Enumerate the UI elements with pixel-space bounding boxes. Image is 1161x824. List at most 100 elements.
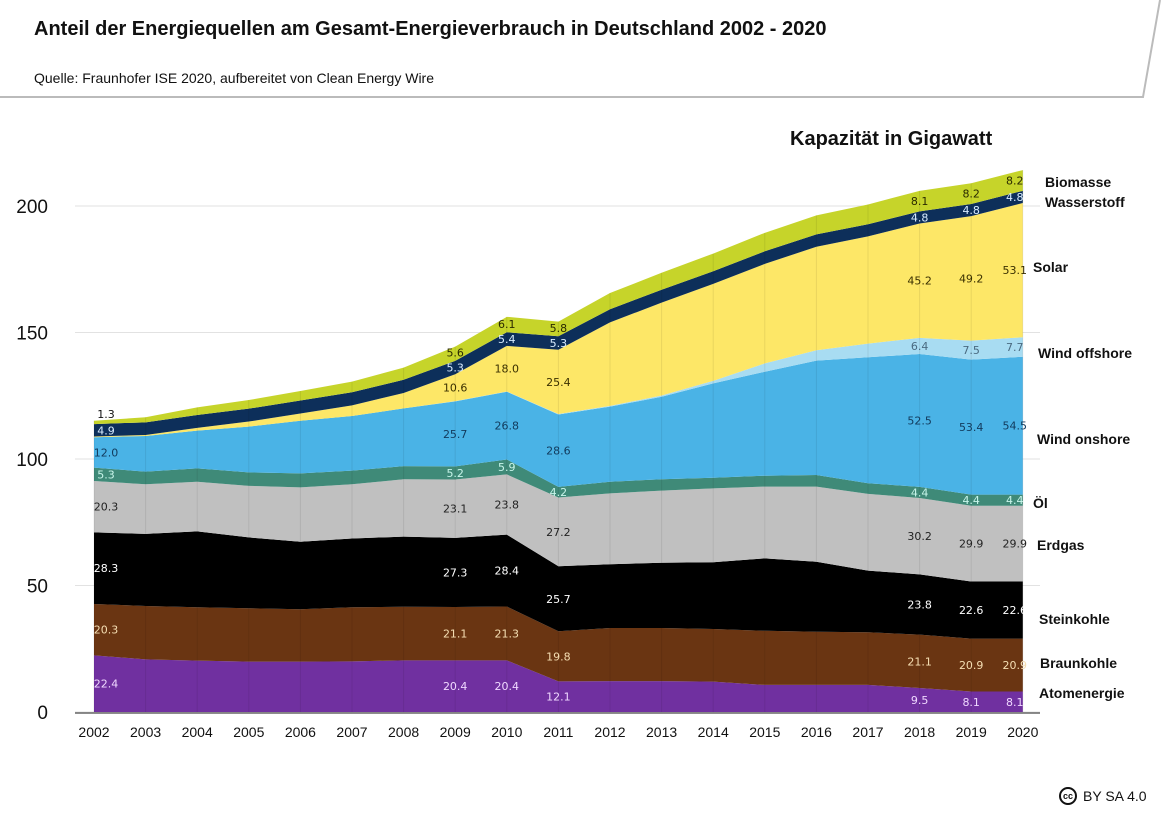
- data-label: 4.4: [1006, 494, 1024, 507]
- x-tick-label: 2014: [698, 724, 729, 740]
- y-tick-label: 150: [16, 324, 48, 345]
- x-tick-label: 2007: [336, 724, 367, 740]
- x-tick-label: 2013: [646, 724, 677, 740]
- data-label: 5.8: [550, 322, 568, 335]
- data-label: 28.4: [495, 565, 520, 578]
- data-label: 28.6: [546, 445, 571, 458]
- data-label: 8.1: [1006, 696, 1024, 709]
- area-solar: [94, 202, 1023, 438]
- area-wind-offshore: [94, 337, 1023, 438]
- series-label: Öl: [1033, 495, 1048, 511]
- data-label: 4.9: [97, 424, 115, 437]
- area-wind-onshore: [94, 354, 1023, 495]
- data-label: 5.2: [446, 467, 464, 480]
- y-tick-label: 50: [27, 577, 48, 598]
- data-label: 53.1: [1003, 264, 1028, 277]
- area-wasserstoff: [94, 190, 1023, 437]
- data-label: 20.4: [443, 680, 468, 693]
- data-label: 5.3: [550, 337, 568, 350]
- data-label: 7.7: [1006, 341, 1024, 354]
- data-label: 4.8: [962, 204, 980, 217]
- x-tick-label: 2011: [543, 724, 573, 740]
- series-label: Wind onshore: [1037, 431, 1131, 447]
- data-label: 22.6: [1003, 604, 1028, 617]
- data-label: 20.3: [94, 501, 119, 514]
- data-label: 8.2: [962, 188, 980, 201]
- data-label: 4.4: [911, 486, 929, 499]
- source-note: Quelle: Fraunhofer ISE 2020, aufbereitet…: [34, 70, 434, 86]
- data-label: 25.4: [546, 376, 571, 389]
- license-text: BY SA 4.0: [1083, 788, 1147, 804]
- data-label: 23.8: [907, 598, 932, 611]
- data-label: 6.4: [911, 340, 929, 353]
- x-tick-label: 2008: [388, 724, 419, 740]
- x-tick-label: 2019: [956, 724, 987, 740]
- x-tick-label: 2006: [285, 724, 316, 740]
- x-tick-label: 2004: [182, 724, 213, 740]
- data-label: 5.3: [97, 468, 115, 481]
- x-tick-label: 2010: [491, 724, 522, 740]
- data-label: 4.2: [550, 486, 568, 499]
- data-label: 29.9: [1003, 538, 1028, 551]
- data-label: 20.3: [94, 624, 119, 637]
- x-tick-label: 2020: [1007, 724, 1038, 740]
- area-braunkohle: [94, 603, 1023, 692]
- data-label: 8.1: [911, 195, 929, 208]
- series-label: Braunkohle: [1040, 655, 1118, 671]
- data-label: 21.1: [443, 628, 468, 641]
- data-label: 5.3: [446, 362, 464, 375]
- data-label: 54.5: [1003, 420, 1028, 433]
- data-label: 4.8: [911, 211, 929, 224]
- y-tick-label: 0: [37, 703, 48, 724]
- data-label: 52.5: [907, 414, 932, 427]
- data-label: 4.4: [962, 494, 980, 507]
- chart-title: Kapazität in Gigawatt: [790, 128, 993, 150]
- data-label: 8.1: [962, 696, 980, 709]
- data-label: 49.2: [959, 272, 984, 285]
- x-tick-label: 2017: [852, 724, 883, 740]
- area-atomenergie: [94, 655, 1023, 712]
- series-label: Wind offshore: [1038, 345, 1132, 361]
- data-label: 25.7: [443, 428, 468, 441]
- data-label: 4.8: [1006, 191, 1024, 204]
- x-tick-label: 2016: [801, 724, 832, 740]
- data-label: 20.9: [959, 659, 984, 672]
- data-label: 18.0: [495, 363, 520, 376]
- data-label: 20.4: [495, 680, 520, 693]
- data-label: 23.8: [495, 499, 520, 512]
- cc-icon: cc: [1059, 787, 1077, 805]
- y-tick-label: 200: [16, 197, 48, 218]
- data-label: 5.9: [498, 461, 516, 474]
- data-label: 6.1: [498, 318, 516, 331]
- area-steinkohle: [94, 531, 1023, 639]
- data-label: 27.2: [546, 526, 571, 539]
- data-label: 5.6: [446, 347, 464, 360]
- data-label: 19.8: [546, 650, 571, 663]
- data-label: 27.3: [443, 566, 468, 579]
- data-label: 12.1: [546, 691, 571, 704]
- series-label: Steinkohle: [1039, 611, 1110, 627]
- data-label: 1.3: [97, 408, 115, 421]
- data-label: 23.1: [443, 503, 468, 516]
- series-label: Atomenergie: [1039, 685, 1125, 701]
- license: cc BY SA 4.0: [1059, 787, 1147, 805]
- data-label: 7.5: [962, 344, 980, 357]
- x-tick-label: 2002: [78, 724, 109, 740]
- data-label: 9.5: [911, 694, 929, 707]
- x-tick-label: 2005: [233, 724, 264, 740]
- data-label: 21.3: [495, 627, 520, 640]
- area-öl: [94, 459, 1023, 506]
- x-tick-label: 2018: [904, 724, 935, 740]
- data-label: 26.8: [495, 420, 520, 433]
- data-label: 25.7: [546, 593, 571, 606]
- area-erdgas: [94, 474, 1023, 582]
- x-tick-label: 2009: [440, 724, 471, 740]
- data-label: 28.3: [94, 562, 119, 575]
- data-label: 22.4: [94, 678, 119, 691]
- data-label: 21.1: [907, 655, 932, 668]
- x-tick-label: 2003: [130, 724, 161, 740]
- page-title: Anteil der Energiequellen am Gesamt-Ener…: [34, 18, 827, 40]
- data-label: 29.9: [959, 538, 984, 551]
- data-label: 10.6: [443, 382, 468, 395]
